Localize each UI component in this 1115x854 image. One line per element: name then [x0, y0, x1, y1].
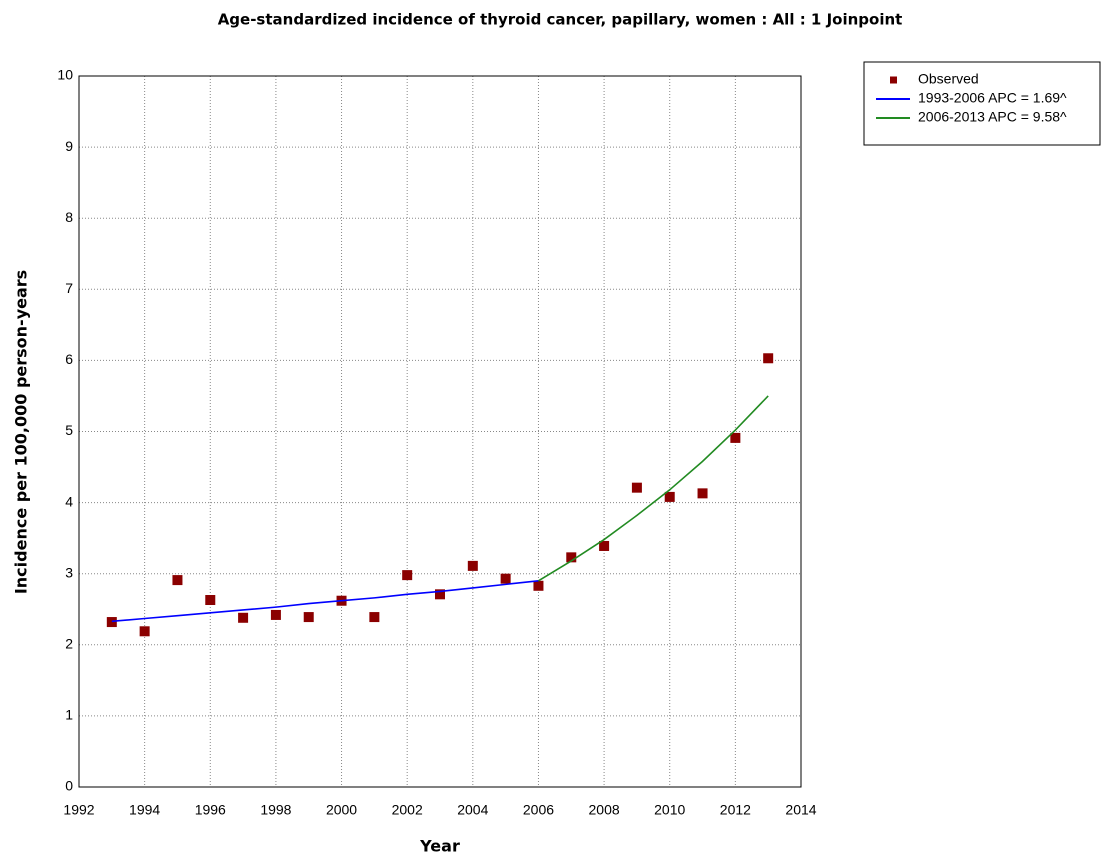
- data-point: [631, 482, 642, 493]
- x-tick-label: 2014: [785, 802, 816, 818]
- x-tick-label: 2006: [523, 802, 554, 818]
- data-point: [730, 432, 741, 443]
- legend-marker: [890, 76, 897, 84]
- y-axis-label: Incidence per 100,000 person-years: [12, 270, 31, 594]
- fit-line: [538, 395, 769, 582]
- fit-line: [111, 580, 539, 623]
- y-tick-label: 10: [57, 67, 73, 83]
- data-point: [697, 488, 708, 499]
- data-point: [435, 589, 445, 600]
- x-tick-label: 2002: [392, 802, 423, 818]
- y-tick-label: 4: [65, 493, 73, 509]
- chart-title: Age-standardized incidence of thyroid ca…: [218, 11, 903, 29]
- data-point: [106, 617, 117, 628]
- legend-box: [863, 61, 1101, 146]
- legend-label: 2006-2013 APC = 9.58^: [918, 109, 1067, 125]
- y-tick-label: 0: [65, 778, 73, 794]
- x-tick-label: 1998: [260, 802, 291, 818]
- y-tick-label: 2: [65, 636, 73, 652]
- plot-frame: [78, 75, 802, 788]
- y-tick-label: 8: [65, 209, 73, 225]
- data-point: [303, 612, 314, 623]
- y-tick-label: 1: [65, 707, 73, 723]
- x-tick-label: 2012: [720, 802, 751, 818]
- data-point: [369, 612, 380, 623]
- data-point: [599, 540, 610, 551]
- x-tick-label: 2008: [589, 802, 620, 818]
- y-tick-label: 5: [65, 422, 73, 438]
- x-tick-label: 1996: [195, 802, 226, 818]
- x-axis-label: Year: [419, 837, 460, 854]
- data-point: [500, 573, 511, 584]
- x-tick-label: 2010: [654, 802, 685, 818]
- legend-label: Observed: [918, 71, 979, 87]
- data-point: [205, 595, 216, 606]
- data-point: [402, 570, 413, 581]
- data-point: [172, 575, 183, 586]
- y-tick-label: 7: [65, 280, 73, 296]
- y-tick-label: 9: [65, 138, 73, 154]
- x-tick-label: 2000: [326, 802, 357, 818]
- data-point: [270, 609, 281, 620]
- x-tick-label: 1992: [63, 802, 94, 818]
- data-point: [533, 580, 544, 591]
- data-point: [566, 552, 577, 563]
- x-tick-label: 1994: [129, 802, 160, 818]
- data-point: [467, 560, 478, 571]
- x-tick-label: 2004: [457, 802, 488, 818]
- data-point: [139, 626, 150, 637]
- y-tick-label: 6: [65, 351, 73, 367]
- data-point: [763, 353, 774, 364]
- legend-label: 1993-2006 APC = 1.69^: [918, 90, 1067, 106]
- data-point: [664, 491, 675, 502]
- data-point: [238, 612, 249, 623]
- y-tick-label: 3: [65, 564, 73, 580]
